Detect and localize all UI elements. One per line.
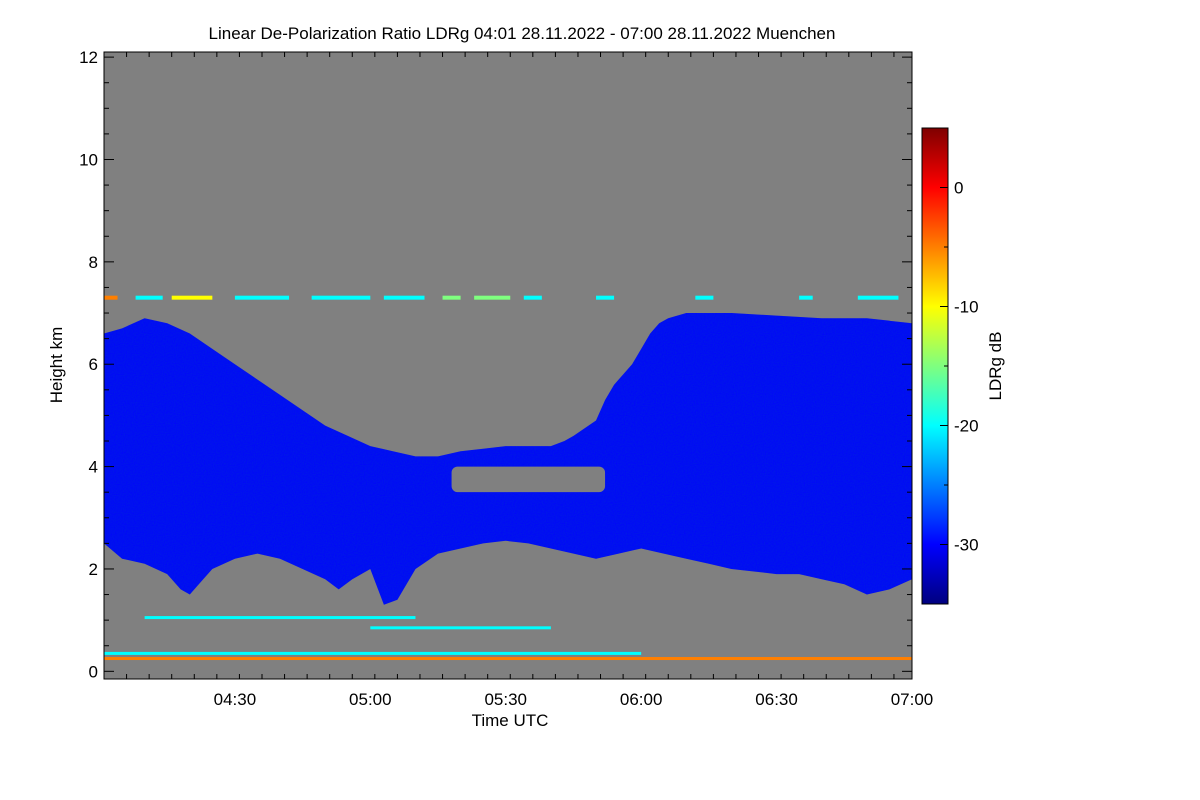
cirrus-segment [135,295,163,300]
cirrus-segment [523,295,542,300]
colorbar-tick-label: 0 [954,179,963,198]
y-tick-label: 8 [89,253,98,272]
colorbar-tick-label: -30 [954,536,979,555]
colorbar: 0 -10 -20 -30 LDRg dB [921,127,1005,605]
cirrus-segment [474,295,511,300]
colorbar-ticks: 0 -10 -20 -30 [940,127,979,605]
x-tick-label: 05:00 [349,690,392,709]
surface-layer [144,616,416,620]
cloud-layer-group [104,313,912,605]
cirrus-segment [442,295,461,300]
cirrus-segment [104,295,118,300]
x-tick-label: 06:00 [620,690,663,709]
surface-layer [370,626,551,630]
x-tick-label: 04:30 [214,690,257,709]
surface-layer [104,657,912,661]
x-tick-label: 07:00 [891,690,934,709]
colorbar-label: LDRg dB [986,332,1005,401]
y-tick-label: 6 [89,355,98,374]
y-tick-label: 10 [79,150,98,169]
y-axis: 0 2 4 6 8 10 12 [79,48,912,681]
cirrus-segment [171,295,213,300]
colorbar-tick-label: -20 [954,417,979,436]
x-tick-label: 05:30 [484,690,527,709]
x-axis-label: Time UTC [472,711,549,730]
cirrus-segment [799,295,813,300]
x-tick-label: 06:30 [755,690,798,709]
colorbar-tick-label: -10 [954,298,979,317]
y-axis-label: Height km [47,327,66,404]
y-tick-label: 2 [89,560,98,579]
cirrus-segment [234,295,290,300]
y-tick-label: 0 [89,662,98,681]
cirrus-segment [596,295,615,300]
plot-frame [103,51,913,680]
chart-title: Linear De-Polarization Ratio LDRg 04:01 … [209,24,836,43]
thin-layers-group [104,295,912,661]
colorbar-scale [921,127,949,605]
plot-area [104,52,912,679]
y-tick-label: 4 [89,458,98,477]
x-axis: 04:30 05:00 05:30 06:00 06:30 07:00 [103,52,934,709]
cirrus-segment [857,295,899,300]
y-tick-label: 12 [79,48,98,67]
cirrus-segment [311,295,371,300]
cloud-gap [451,466,606,493]
cloud-texture [104,313,912,605]
cirrus-segment [695,295,714,300]
cirrus-segment [383,295,425,300]
surface-layer [104,651,642,655]
